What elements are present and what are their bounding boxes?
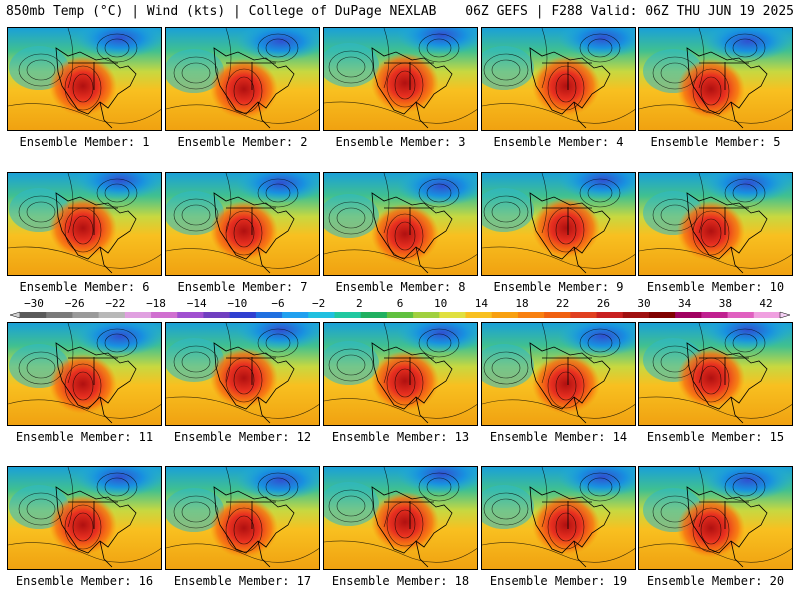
colorbar-min-arrow (9, 311, 21, 319)
ensemble-member-label: Ensemble Member: 5 (650, 135, 781, 149)
colorbar-tick-label: 2 (356, 297, 363, 310)
colorbar-segment (439, 312, 467, 318)
colorbar-segment (98, 312, 126, 318)
colorbar-segment (517, 312, 545, 318)
colorbar-tick-label: −10 (227, 297, 247, 310)
colorbar-segment (753, 312, 781, 318)
colorbar-tick-label: −22 (105, 297, 125, 310)
ensemble-member-label: Ensemble Member: 14 (489, 430, 628, 444)
ensemble-member-label: Ensemble Member: 4 (493, 135, 624, 149)
colorbar-tick-label: −6 (271, 297, 284, 310)
colorbar-segment (72, 312, 100, 318)
ensemble-member-label: Ensemble Member: 15 (646, 430, 785, 444)
ensemble-map-panel (481, 172, 636, 276)
colorbar-segment (151, 312, 178, 318)
ensemble-map-panel (481, 322, 636, 426)
ensemble-member-label: Ensemble Member: 12 (173, 430, 312, 444)
colorbar-tick-label: 26 (597, 297, 610, 310)
ensemble-member-label: Ensemble Member: 13 (331, 430, 470, 444)
ensemble-member-label: Ensemble Member: 10 (646, 280, 785, 294)
colorbar-segment (360, 312, 388, 318)
ensemble-map-panel (481, 27, 636, 131)
colorbar-segment (465, 312, 493, 318)
colorbar-tick-label: 10 (434, 297, 447, 310)
ensemble-map-panel (165, 27, 320, 131)
colorbar-segment (491, 312, 519, 318)
temperature-colorbar: −30 −26 −22 −18 −14 −10 −6 −2 2 6 10 14 18 22 26 30 34 38… (9, 297, 791, 319)
colorbar-segment (255, 312, 283, 318)
ensemble-map-panel (638, 27, 793, 131)
run-valid-time: 06Z GEFS | F288 Valid: 06Z THU JUN 19 20… (465, 4, 794, 19)
ensemble-member-label: Ensemble Member: 17 (173, 574, 312, 588)
ensemble-member-label: Ensemble Member: 19 (489, 574, 628, 588)
colorbar-segment (20, 312, 47, 318)
ensemble-member-label: Ensemble Member: 16 (15, 574, 154, 588)
colorbar-tick-label: 22 (556, 297, 569, 310)
ensemble-map-panel (638, 322, 793, 426)
ensemble-map-panel (7, 27, 162, 131)
ensemble-map-panel (323, 27, 478, 131)
colorbar-tick-label: −14 (187, 297, 207, 310)
colorbar-tick-label: 30 (637, 297, 650, 310)
ensemble-map-panel (165, 466, 320, 570)
colorbar-tick-label: −18 (146, 297, 166, 310)
colorbar-segment (229, 312, 257, 318)
ensemble-map-panel (638, 466, 793, 570)
ensemble-map-panel (481, 466, 636, 570)
ensemble-member-label: Ensemble Member: 2 (177, 135, 308, 149)
colorbar-segment (544, 312, 571, 318)
colorbar-segment (386, 312, 414, 318)
colorbar-segment (203, 312, 231, 318)
ensemble-member-label: Ensemble Member: 6 (19, 280, 150, 294)
ensemble-map-panel (323, 322, 478, 426)
colorbar-segment (413, 312, 440, 318)
ensemble-member-label: Ensemble Member: 11 (15, 430, 154, 444)
ensemble-member-label: Ensemble Member: 8 (335, 280, 466, 294)
colorbar-tick-label: 42 (759, 297, 772, 310)
colorbar-tick-label: −26 (65, 297, 85, 310)
ensemble-member-label: Ensemble Member: 1 (19, 135, 150, 149)
colorbar-tick-label: −30 (24, 297, 44, 310)
ensemble-map-panel (7, 322, 162, 426)
ensemble-member-label: Ensemble Member: 18 (331, 574, 470, 588)
ensemble-map-panel (165, 172, 320, 276)
colorbar-segment (46, 312, 73, 318)
ensemble-member-label: Ensemble Member: 7 (177, 280, 308, 294)
colorbar-tick-label: 14 (475, 297, 489, 310)
colorbar-segment (124, 312, 152, 318)
colorbar-segment (596, 312, 624, 318)
ensemble-map-panel (323, 466, 478, 570)
ensemble-map-panel (165, 322, 320, 426)
colorbar-tick-label: 6 (397, 297, 404, 310)
colorbar-max-arrow (779, 311, 791, 319)
colorbar-segment (282, 312, 309, 318)
colorbar-segment (570, 312, 598, 318)
ensemble-map-panel (7, 466, 162, 570)
ensemble-map-panel (7, 172, 162, 276)
colorbar-tick-label: 38 (719, 297, 732, 310)
colorbar-tick-label: 34 (678, 297, 692, 310)
colorbar-segment (622, 312, 650, 318)
ensemble-member-label: Ensemble Member: 9 (493, 280, 624, 294)
colorbar-segment (727, 312, 755, 318)
ensemble-member-label: Ensemble Member: 3 (335, 135, 466, 149)
ensemble-member-label: Ensemble Member: 20 (646, 574, 785, 588)
colorbar-segment (675, 312, 702, 318)
colorbar-segment (177, 312, 204, 318)
colorbar-tick-label: 18 (515, 297, 528, 310)
colorbar-segment (308, 312, 335, 318)
chart-title: 850mb Temp (°C) | Wind (kts) | College o… (6, 4, 437, 19)
colorbar-segment (334, 312, 362, 318)
ensemble-map-panel (638, 172, 793, 276)
colorbar-segment (701, 312, 729, 318)
colorbar-tick-label: −2 (312, 297, 325, 310)
ensemble-map-panel (323, 172, 478, 276)
colorbar-segment (648, 312, 676, 318)
